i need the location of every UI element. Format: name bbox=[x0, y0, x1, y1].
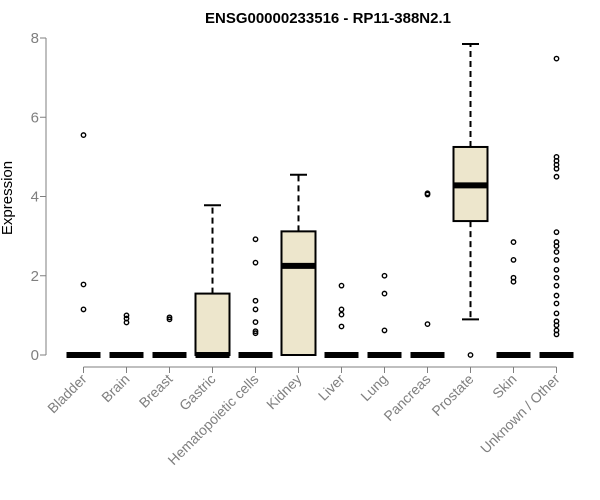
outlier-point bbox=[338, 282, 345, 289]
outlier-point bbox=[553, 300, 560, 307]
outlier-point bbox=[424, 321, 431, 327]
box-body bbox=[280, 230, 317, 356]
outlier-point bbox=[553, 249, 560, 255]
outlier-point bbox=[252, 330, 259, 337]
outlier-point bbox=[510, 256, 517, 263]
outlier-point bbox=[553, 282, 560, 289]
y-tick-label: 6 bbox=[31, 109, 39, 126]
outlier-point bbox=[553, 274, 560, 281]
outlier-point bbox=[252, 297, 259, 304]
box-lung bbox=[367, 272, 402, 358]
outlier-point bbox=[553, 173, 560, 180]
outlier-point bbox=[166, 314, 173, 321]
outlier-point bbox=[381, 272, 388, 279]
outlier-point bbox=[553, 310, 560, 317]
box-kidney bbox=[280, 173, 317, 356]
y-tick-label: 8 bbox=[31, 30, 39, 47]
outlier-point bbox=[338, 323, 345, 330]
outlier-point bbox=[80, 306, 87, 313]
y-axis: 0 2 4 6 8 bbox=[31, 30, 47, 364]
outlier-point bbox=[252, 319, 259, 326]
box-pancreas bbox=[410, 190, 445, 358]
outlier-point bbox=[553, 256, 560, 263]
box-breast bbox=[152, 314, 187, 358]
boxes-layer bbox=[66, 42, 574, 358]
chart-title: ENSG00000233516 - RP11-388N2.1 bbox=[205, 10, 451, 27]
x-tick-label: Skin bbox=[489, 371, 520, 402]
box-bladder bbox=[66, 132, 101, 358]
outlier-point bbox=[166, 316, 173, 323]
box-unknown-other bbox=[539, 55, 574, 358]
box-hematopoietic-cells bbox=[238, 236, 273, 358]
outlier-point bbox=[553, 165, 560, 172]
box-brain bbox=[109, 312, 144, 358]
outlier-point bbox=[252, 306, 259, 313]
y-tick-label: 2 bbox=[31, 268, 39, 285]
outlier-point bbox=[553, 243, 560, 249]
outlier-point bbox=[123, 312, 130, 319]
x-tick-label: Prostate bbox=[428, 371, 476, 419]
x-tick-label: Brain bbox=[98, 371, 132, 405]
box-skin bbox=[496, 239, 531, 358]
x-tick-label: Kidney bbox=[263, 371, 305, 413]
outlier-point bbox=[123, 319, 130, 326]
outlier-point bbox=[80, 281, 87, 288]
x-tick-label: Bladder bbox=[44, 371, 90, 417]
y-tick-label: 0 bbox=[31, 347, 39, 364]
outlier-point bbox=[553, 322, 560, 329]
x-tick-label: Pancreas bbox=[380, 371, 433, 424]
x-tick-label: Lung bbox=[357, 371, 390, 404]
y-axis-label: Expression bbox=[0, 161, 16, 235]
outlier-point bbox=[80, 132, 87, 138]
outlier-point bbox=[510, 239, 517, 245]
outlier-point bbox=[553, 229, 560, 236]
outlier-point bbox=[553, 266, 560, 273]
outlier-point bbox=[424, 191, 431, 198]
outlier-point bbox=[467, 352, 474, 358]
box-liver bbox=[324, 282, 359, 358]
box-gastric bbox=[194, 204, 231, 358]
outlier-point bbox=[381, 290, 388, 297]
outlier-point bbox=[553, 331, 560, 338]
x-tick-label: Unknown / Other bbox=[477, 371, 563, 457]
outlier-point bbox=[338, 311, 345, 318]
outlier-point bbox=[252, 328, 259, 335]
y-tick-label: 4 bbox=[31, 189, 39, 206]
outlier-point bbox=[553, 292, 560, 299]
outlier-point bbox=[510, 278, 517, 285]
outlier-point bbox=[553, 55, 560, 62]
box-body bbox=[194, 292, 231, 356]
outlier-point bbox=[381, 327, 388, 334]
outlier-point bbox=[338, 306, 345, 313]
outlier-point bbox=[252, 236, 259, 243]
x-tick-label: Gastric bbox=[176, 371, 219, 414]
box-prostate bbox=[452, 42, 489, 358]
x-tick-label: Liver bbox=[315, 371, 348, 404]
outlier-point bbox=[252, 259, 259, 266]
x-tick-label: Breast bbox=[136, 371, 176, 411]
